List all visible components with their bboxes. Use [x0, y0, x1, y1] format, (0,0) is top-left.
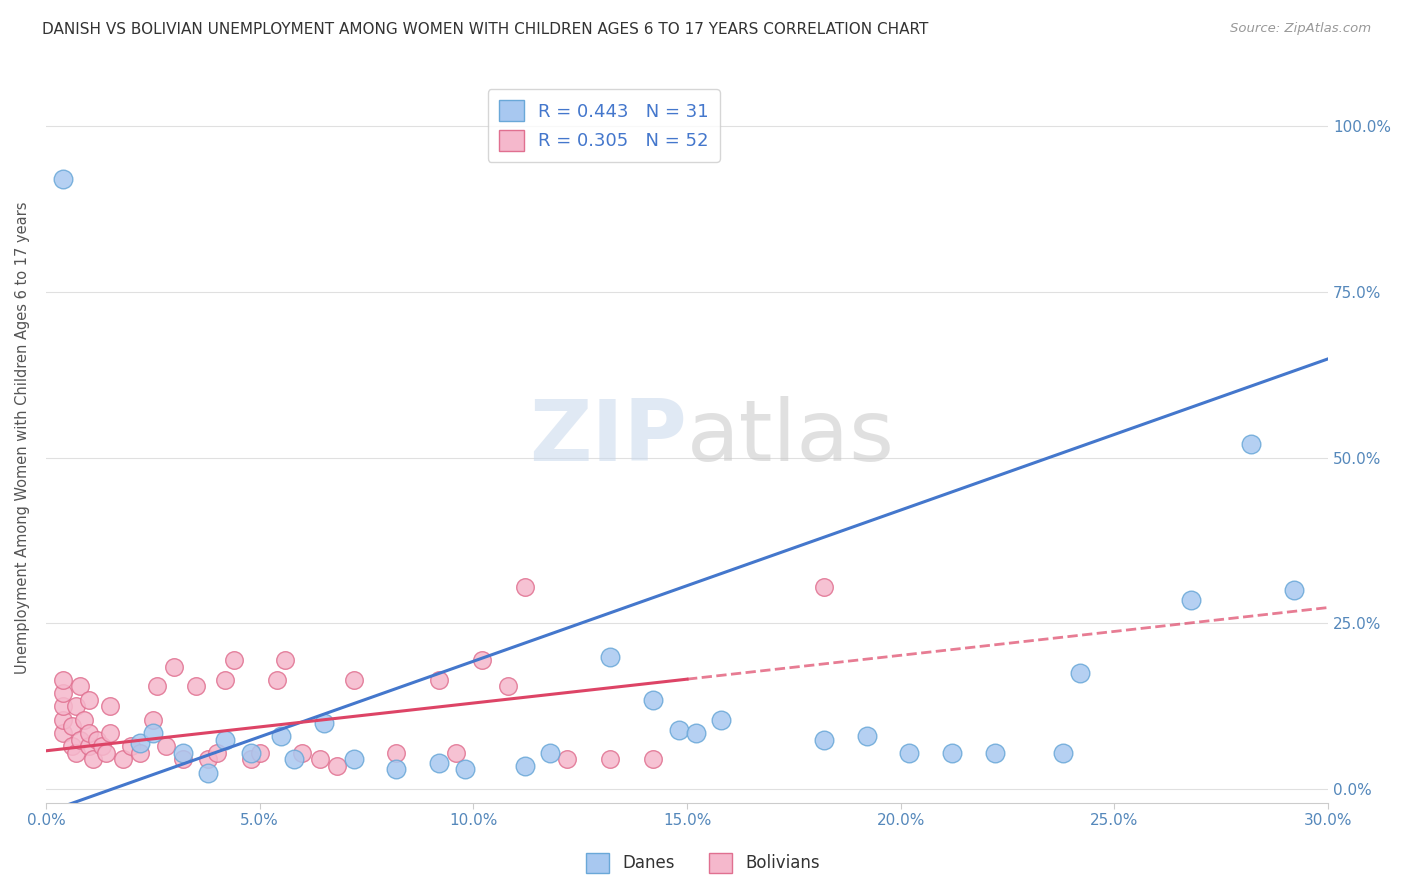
Point [52, 699, 75, 714]
Point [155, 739, 177, 753]
Point [710, 713, 733, 727]
Point [249, 746, 271, 760]
Point [641, 752, 664, 766]
Point [274, 653, 297, 667]
Point [98, 699, 121, 714]
Point [427, 756, 450, 770]
Point [1069, 666, 1091, 681]
Y-axis label: Unemployment Among Women with Children Ages 6 to 17 years: Unemployment Among Women with Children A… [15, 202, 30, 674]
Point [69, 680, 91, 694]
Point [1052, 746, 1074, 760]
Point [65, 746, 87, 760]
Point [471, 653, 494, 667]
Point [538, 746, 561, 760]
Point [197, 752, 219, 766]
Point [557, 752, 579, 766]
Point [240, 752, 263, 766]
Point [1240, 437, 1263, 451]
Text: DANISH VS BOLIVIAN UNEMPLOYMENT AMONG WOMEN WITH CHILDREN AGES 6 TO 17 YEARS COR: DANISH VS BOLIVIAN UNEMPLOYMENT AMONG WO… [42, 22, 928, 37]
Point [197, 765, 219, 780]
Point [343, 752, 366, 766]
Point [270, 729, 292, 743]
Point [984, 746, 1007, 760]
Legend: Danes, Bolivians: Danes, Bolivians [579, 847, 827, 880]
Point [496, 680, 519, 694]
Point [214, 732, 236, 747]
Point [111, 752, 134, 766]
Point [513, 759, 536, 773]
Legend: R = 0.443   N = 31, R = 0.305   N = 52: R = 0.443 N = 31, R = 0.305 N = 52 [488, 89, 720, 161]
Point [77, 726, 100, 740]
Point [308, 752, 330, 766]
Point [60, 719, 83, 733]
Point [343, 673, 366, 687]
Point [291, 746, 314, 760]
Point [52, 686, 75, 700]
Point [94, 746, 117, 760]
Point [73, 713, 96, 727]
Point [668, 723, 690, 737]
Point [813, 732, 835, 747]
Point [120, 739, 142, 753]
Point [184, 680, 207, 694]
Point [813, 580, 835, 594]
Point [641, 692, 664, 706]
Point [240, 746, 263, 760]
Point [898, 746, 921, 760]
Point [60, 739, 83, 753]
Point [65, 699, 87, 714]
Point [205, 746, 228, 760]
Point [98, 726, 121, 740]
Point [172, 752, 194, 766]
Point [941, 746, 963, 760]
Point [214, 673, 236, 687]
Point [52, 172, 75, 186]
Point [90, 739, 112, 753]
Point [222, 653, 245, 667]
Point [385, 763, 408, 777]
Point [1180, 593, 1202, 607]
Point [129, 746, 152, 760]
Point [52, 673, 75, 687]
Point [82, 752, 104, 766]
Point [77, 739, 100, 753]
Text: Source: ZipAtlas.com: Source: ZipAtlas.com [1230, 22, 1371, 36]
Point [142, 726, 165, 740]
Point [513, 580, 536, 594]
Point [69, 732, 91, 747]
Text: atlas: atlas [688, 396, 896, 479]
Point [52, 726, 75, 740]
Point [86, 732, 108, 747]
Point [325, 759, 347, 773]
Point [266, 673, 288, 687]
Point [1282, 583, 1305, 598]
Point [283, 752, 305, 766]
Point [599, 649, 621, 664]
Point [855, 729, 877, 743]
Point [163, 659, 186, 673]
Point [146, 680, 169, 694]
Point [454, 763, 477, 777]
Point [385, 746, 408, 760]
Point [312, 715, 335, 730]
Point [129, 736, 152, 750]
Point [172, 746, 194, 760]
Point [685, 726, 707, 740]
Point [446, 746, 468, 760]
Point [599, 752, 621, 766]
Point [142, 713, 165, 727]
Text: ZIP: ZIP [529, 396, 688, 479]
Point [77, 692, 100, 706]
Point [427, 673, 450, 687]
Point [52, 713, 75, 727]
